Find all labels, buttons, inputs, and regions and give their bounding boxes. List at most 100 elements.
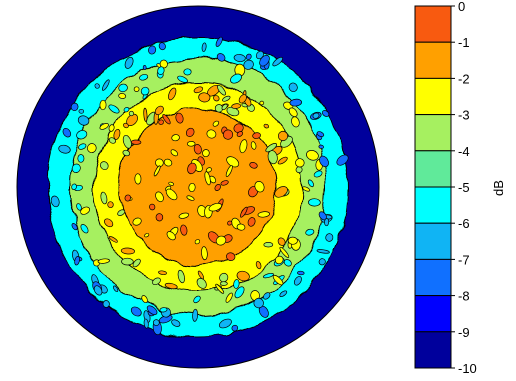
contour-speckle (123, 106, 130, 113)
colorbar-tick-label: -9 (458, 325, 470, 340)
contour-speckle (250, 141, 257, 150)
contour-speckle (178, 212, 190, 219)
contour-speckle (120, 247, 135, 255)
colorbar-tick-label: -2 (458, 71, 470, 86)
contour-speckle (99, 99, 107, 111)
contour-speckle (139, 74, 149, 81)
contour-speckle (144, 233, 150, 238)
contour-speckle (288, 107, 298, 118)
contour-speckle (272, 56, 283, 67)
contour-speckle (262, 272, 274, 279)
contour-speckle (257, 211, 271, 218)
contour-speckle (201, 246, 208, 261)
contour-speckle (222, 95, 231, 102)
contour-speckle (316, 131, 325, 138)
contour-speckle (158, 119, 164, 125)
contour-speckle (146, 305, 158, 315)
contour-speckle (313, 170, 323, 178)
contour-speckle (288, 82, 298, 93)
contour-speckle (142, 65, 147, 70)
contour-speckle (154, 105, 164, 116)
colorbar-swatch (414, 186, 452, 224)
contour-speckle (122, 134, 132, 149)
contour-speckle (102, 300, 110, 308)
contour-speckle (204, 171, 211, 186)
contour-speckle (77, 115, 90, 126)
contour-speckle (227, 220, 233, 226)
contour-speckle (289, 98, 303, 107)
colorbar-tick-label: -4 (458, 144, 470, 159)
contour-speckle (177, 269, 185, 284)
colorbar-swatch (414, 41, 452, 79)
contour-speckle (215, 36, 223, 47)
contour-speckle (245, 53, 252, 60)
contour-speckle (107, 201, 114, 209)
contour-speckle (100, 161, 109, 170)
colorbar-label: dB (491, 180, 506, 196)
contour-speckle (201, 42, 207, 52)
contour-speckle (214, 104, 224, 113)
contour-speckle (254, 181, 265, 193)
contour-speckle (213, 95, 220, 102)
contour-speckle (319, 155, 329, 168)
contour-speckle (162, 114, 171, 125)
contour-speckle (188, 182, 196, 193)
contour-speckle (217, 84, 226, 96)
contour-speckle (259, 54, 270, 67)
contour-speckle (253, 297, 264, 309)
colorbar-swatch (414, 77, 452, 116)
colorbar-swatch (414, 331, 452, 369)
contour-speckle (277, 237, 286, 246)
contour-speckle (196, 278, 207, 289)
contour-speckle (104, 218, 114, 228)
contour-speckle (118, 83, 128, 93)
contour-speckle (158, 270, 167, 275)
colorbar-tick-label: -3 (458, 108, 470, 123)
contour-speckle (187, 162, 197, 175)
contour-speckle (80, 224, 89, 234)
contour-speckle (77, 154, 85, 163)
contour-speckle (218, 318, 232, 329)
contour-speckle (148, 45, 157, 55)
contour-speckle (214, 184, 221, 191)
contour-speckle (233, 279, 240, 289)
colorbar-tick-label: -10 (458, 361, 477, 376)
contour-speckle (124, 56, 134, 69)
contour-speckle (297, 270, 305, 276)
contour-speckle (305, 228, 315, 236)
colorbar-swatch (414, 150, 452, 188)
contour-speckle (62, 128, 72, 138)
contour-speckle (171, 134, 180, 142)
contour-speckle (87, 143, 97, 154)
contour-speckle (50, 195, 60, 208)
contour-speckle (159, 307, 168, 313)
contour-speckle (306, 150, 319, 161)
contour-speckle (155, 158, 164, 168)
contour-speckle (193, 86, 204, 94)
contour-speckle (166, 231, 176, 241)
contour-speckle (177, 75, 188, 83)
contour-speckle (123, 122, 129, 129)
contour-speckle (108, 236, 118, 243)
contour-speckle (279, 246, 290, 258)
contour-speckle (130, 306, 142, 317)
contour-speckle (252, 132, 261, 139)
contour-speckle (134, 173, 142, 185)
contour-speckle (168, 87, 177, 101)
contour-speckle (259, 100, 265, 106)
contour-speckle (153, 165, 161, 177)
contour-speckle (93, 285, 103, 296)
contour-speckle (132, 217, 142, 226)
contour-speckle (158, 42, 166, 51)
contour-speckle (231, 324, 239, 332)
contour-speckle (293, 276, 302, 286)
contour-speckle (274, 255, 284, 265)
contour-speckle (108, 124, 115, 132)
contour-speckle (76, 130, 88, 140)
contour-speckle (283, 259, 292, 267)
contour-speckle (225, 292, 233, 303)
contour-speckle (247, 217, 256, 227)
contour-speckle (140, 86, 150, 96)
contour-speckle (225, 164, 233, 178)
